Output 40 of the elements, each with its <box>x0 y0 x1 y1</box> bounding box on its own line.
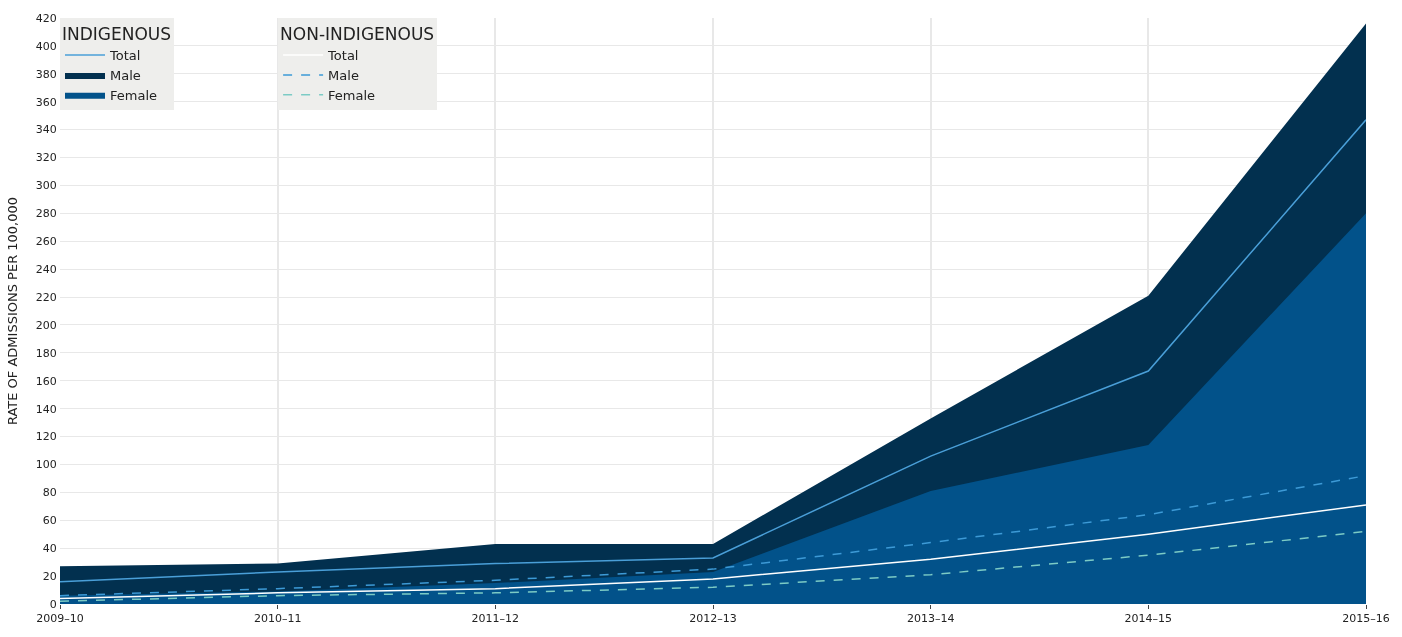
legend-label: Female <box>328 87 376 103</box>
y-tick-label: 100 <box>35 458 57 472</box>
x-tick-label: 2015–16 <box>1342 612 1390 626</box>
x-tick-label: 2009–10 <box>36 612 84 626</box>
x-tick-label: 2011–12 <box>471 612 520 626</box>
legend-label: Total <box>109 48 141 64</box>
y-tick-label: 120 <box>35 430 57 444</box>
y-tick-label: 220 <box>35 290 57 304</box>
y-tick-label: 200 <box>35 318 57 332</box>
y-tick-label: 20 <box>42 569 57 583</box>
text: NON-INDIGENOUS <box>280 24 435 45</box>
text: INDIGENOUS <box>62 24 172 45</box>
legend-label: Male <box>328 68 359 84</box>
y-tick-label: 280 <box>35 207 57 221</box>
y-tick-label: 420 <box>35 11 57 25</box>
y-axis-title: RATE OF ADMISSIONS PER 100,000 <box>4 196 20 426</box>
line-series <box>60 504 1366 600</box>
y-tick-label: 180 <box>35 346 57 360</box>
y-tick-label: 140 <box>35 402 57 416</box>
y-tick-label: 60 <box>42 514 57 528</box>
y-tick-label: 340 <box>35 123 57 137</box>
line-series <box>60 119 1366 583</box>
y-tick-label: 320 <box>35 151 57 165</box>
y-tick-label: 80 <box>42 486 57 500</box>
y-tick-label: 360 <box>35 95 57 109</box>
legend-label: Total <box>327 48 359 64</box>
y-tick-label: 260 <box>35 235 57 249</box>
x-tick-label: 2012–13 <box>689 612 737 626</box>
y-tick-label: 40 <box>42 542 57 556</box>
legend-label: Female <box>110 87 158 103</box>
y-tick-label: 0 <box>49 597 57 611</box>
y-tick-label: 240 <box>35 262 57 276</box>
y-tick-label: 400 <box>35 39 57 53</box>
x-tick-label: 2014–15 <box>1124 612 1173 626</box>
legend-label: Male <box>110 68 141 84</box>
x-tick-label: 2013–14 <box>906 612 955 626</box>
y-tick-label: 160 <box>35 374 57 388</box>
y-tick-label: 300 <box>35 179 57 193</box>
y-tick-label: 380 <box>35 67 57 81</box>
x-tick-label: 2010–11 <box>253 612 302 626</box>
